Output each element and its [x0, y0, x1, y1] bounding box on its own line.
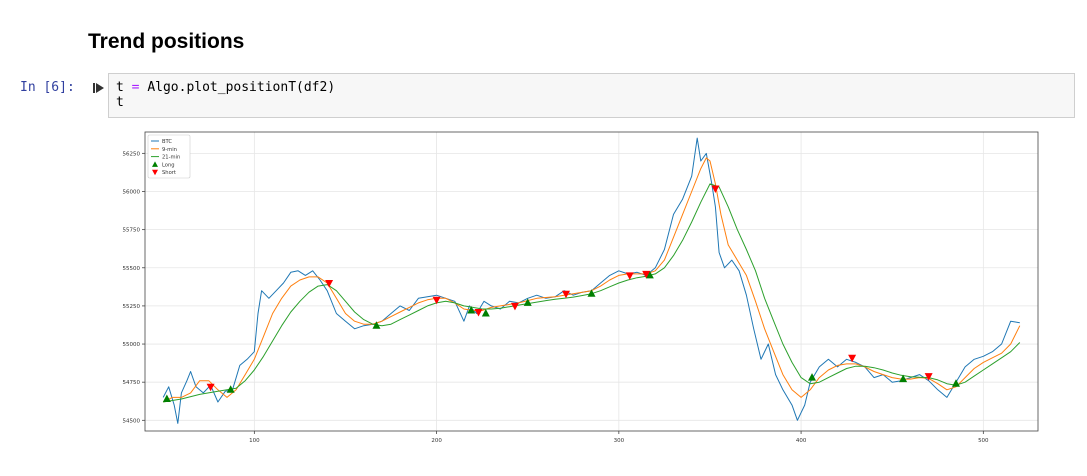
cell-output: 100 200 300 400 500 54500 54750 55000 55250 55500…	[108, 126, 1075, 471]
long-marker-3	[467, 305, 476, 314]
plot-area	[145, 132, 1038, 431]
y-tick-label-54500: 54500	[123, 418, 141, 424]
long-marker-4	[481, 309, 490, 317]
long-marker-1	[226, 385, 235, 393]
legend-label: 21-min	[162, 155, 180, 161]
short-marker-9	[848, 354, 857, 363]
y-tick-label-56000: 56000	[123, 189, 141, 195]
short-marker-4	[510, 302, 519, 311]
y-tick-label-54750: 54750	[123, 380, 141, 386]
legend-label: Short	[162, 170, 176, 176]
long-marker-6	[587, 289, 596, 297]
plot-frame	[144, 131, 1039, 432]
short-marker-5	[561, 290, 570, 299]
legend-label: 9-min	[162, 147, 177, 153]
legend-swatch	[152, 169, 158, 176]
code-operator: =	[131, 80, 140, 95]
x-tick-label-200: 200	[431, 438, 442, 444]
short-marker-10	[924, 373, 933, 381]
short-marker-6	[625, 272, 634, 280]
short-marker-7	[642, 270, 651, 279]
short-marker-0	[206, 383, 215, 392]
long-marker-5	[523, 298, 532, 306]
short-marker-3	[474, 309, 483, 317]
legend-label: BTC	[162, 139, 172, 145]
legend-entry-21-min: 21-min	[151, 155, 180, 161]
code-cell-input[interactable]: t = Algo.plot_positionT(df2) t	[108, 73, 1075, 118]
y-tick-label-56250: 56250	[123, 151, 141, 157]
long-marker-10	[951, 379, 960, 387]
x-tick-label-400: 400	[796, 438, 807, 444]
run-cell-icon[interactable]	[93, 82, 105, 94]
series-line-btc	[162, 137, 1020, 424]
y-tick-label-55000: 55000	[123, 342, 141, 348]
long-marker-8	[808, 373, 817, 381]
long-marker-9	[899, 374, 908, 383]
y-tick-label-55750: 55750	[123, 228, 141, 234]
long-marker-2	[372, 321, 381, 329]
legend-label: Long	[162, 162, 175, 168]
x-tick-label-300: 300	[614, 438, 625, 444]
short-marker-1	[325, 280, 334, 288]
short-marker-8	[711, 185, 720, 193]
y-tick-label-55250: 55250	[123, 304, 141, 310]
y-tick-label-55500: 55500	[123, 266, 141, 272]
x-tick-label-500: 500	[978, 438, 989, 444]
x-tick-label-100: 100	[249, 438, 260, 444]
series-line-9-min	[162, 157, 1021, 403]
code-expression: Algo.plot_positionT(df2)	[147, 80, 336, 95]
legend-swatch	[152, 161, 158, 167]
code-line-2: t	[116, 95, 124, 110]
series-line-21-min	[163, 183, 1021, 403]
code-line-1: t = Algo.plot_positionT(df2)	[116, 80, 1067, 95]
section-heading: Trend positions	[88, 30, 245, 53]
trend-positions-chart: 100 200 300 400 500 54500 54750 55000 55250 55500…	[123, 131, 1039, 444]
legend-entry-btc: BTC	[151, 139, 172, 145]
cell-prompt: In [6]:	[20, 80, 75, 95]
code-variable: t	[116, 80, 124, 95]
legend-entry-short: Short	[152, 169, 176, 176]
legend-entry-9-min: 9-min	[151, 147, 177, 153]
legend-box	[147, 134, 191, 179]
short-marker-2	[432, 296, 441, 305]
long-marker-7	[645, 270, 654, 279]
legend-entry-long: Long	[152, 161, 175, 168]
long-marker-0	[162, 394, 171, 402]
